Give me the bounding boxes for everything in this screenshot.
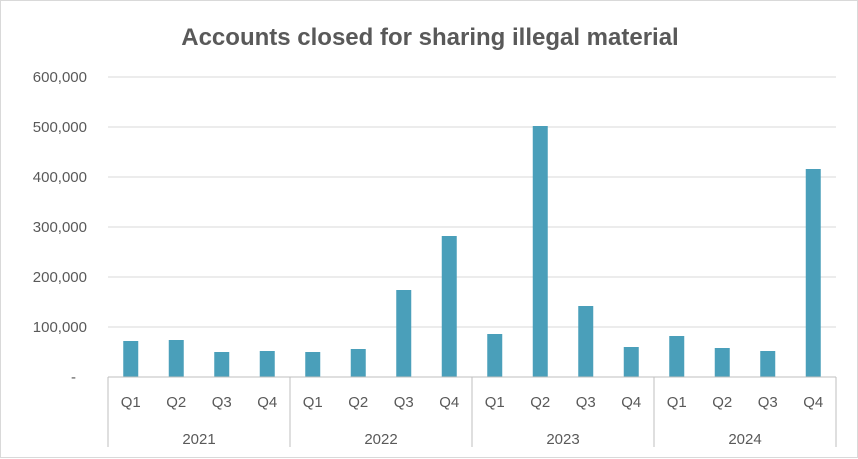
x-tick-label: Q3 [212, 394, 232, 411]
x-tick-label: Q1 [667, 394, 687, 411]
bar [623, 347, 639, 377]
chart-title: Accounts closed for sharing illegal mate… [181, 24, 678, 51]
bar [123, 341, 139, 377]
bar [760, 351, 776, 377]
x-tick-label: Q2 [530, 394, 550, 411]
x-tick-label: Q3 [576, 394, 596, 411]
y-tick-label: - [71, 369, 76, 386]
gridlines [108, 76, 836, 328]
x-tick-label: Q1 [121, 394, 141, 411]
bar [578, 306, 594, 377]
bar [305, 352, 321, 377]
bar [350, 349, 366, 377]
x-tick-label: Q3 [394, 394, 414, 411]
x-group-label: 2022 [364, 431, 397, 448]
x-group-label: 2021 [182, 431, 215, 448]
y-tick-label: 300,000 [33, 219, 87, 236]
x-tick-label: Q4 [621, 394, 641, 411]
x-tick-label: Q4 [257, 394, 277, 411]
y-tick-label: 400,000 [33, 169, 87, 186]
x-tick-label: Q3 [758, 394, 778, 411]
bar [214, 352, 230, 377]
x-tick-label: Q2 [166, 394, 186, 411]
x-tick-label: Q1 [485, 394, 505, 411]
x-tick-label: Q2 [712, 394, 732, 411]
x-tick-label: Q1 [303, 394, 323, 411]
x-tick-label: Q2 [348, 394, 368, 411]
bar [532, 126, 548, 377]
x-tick-label: Q4 [803, 394, 823, 411]
x-group-label: 2023 [546, 431, 579, 448]
bar [487, 334, 503, 377]
bar [441, 236, 457, 377]
x-group-label: 2024 [728, 431, 761, 448]
bar [396, 290, 412, 377]
y-tick-label: 100,000 [33, 319, 87, 336]
bar [805, 169, 821, 377]
x-tick-label: Q4 [439, 394, 459, 411]
y-tick-label: 200,000 [33, 269, 87, 286]
bar [259, 351, 275, 377]
bars [123, 126, 821, 377]
bar [168, 340, 184, 377]
bar [714, 348, 730, 377]
x-axis: Q1 Q2 Q3 Q4 2021 Q1 Q2 Q3 Q4 2022 Q1 Q2 Q3 Q4 2023 Q1 Q2… [107, 376, 837, 448]
y-tick-label: 500,000 [33, 119, 87, 136]
y-tick-label: 600,000 [33, 69, 87, 86]
bar [669, 336, 685, 377]
y-axis-ticks: - 100,000 200,000 300,000 400,000 500,000 600,… [33, 69, 87, 386]
